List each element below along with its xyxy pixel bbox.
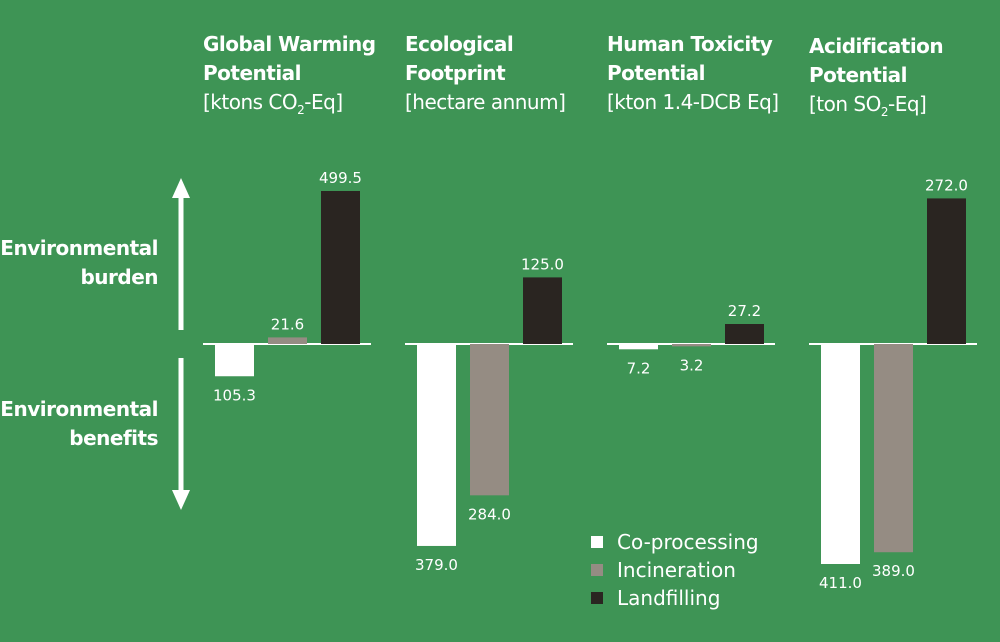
title-line-1: Global Warming — [203, 32, 376, 56]
legend-item: Landfilling — [591, 584, 759, 612]
data-label: 499.5 — [319, 169, 362, 187]
bar-panel: 105.3 21.6 499.5 — [203, 169, 371, 404]
legend-swatch — [591, 592, 603, 604]
title-line-2: Footprint — [405, 61, 506, 85]
bar — [672, 344, 711, 347]
data-label: 7.2 — [627, 359, 651, 377]
legend-item: Incineration — [591, 556, 759, 584]
data-label: 389.0 — [872, 562, 915, 580]
data-label: 21.6 — [271, 315, 304, 333]
bar — [321, 191, 360, 344]
legend-label: Landfilling — [617, 586, 721, 610]
bar — [215, 344, 254, 377]
data-label: 379.0 — [415, 556, 458, 574]
legend-label: Co-processing — [617, 530, 759, 554]
panel-title-ef: Ecological Footprint [hectare annum] — [405, 30, 566, 117]
data-label: 125.0 — [521, 255, 564, 273]
panel-title-ap: Acidification Potential [ton SO2-Eq] — [809, 32, 944, 127]
legend: Co-processing Incineration Landfilling — [591, 528, 759, 612]
panel-title-htp: Human Toxicity Potential [kton 1.4-DCB E… — [607, 30, 779, 117]
bar — [523, 277, 562, 344]
legend-swatch — [591, 564, 603, 576]
bar — [927, 198, 966, 344]
unit-label: [ton SO2-Eq] — [809, 92, 927, 119]
panel-title-gwp: Global Warming Potential [ktons CO2-Eq] — [203, 30, 376, 125]
data-label: 272.0 — [925, 176, 968, 194]
data-label: 27.2 — [728, 302, 761, 320]
bar — [619, 344, 658, 350]
bar — [470, 344, 509, 496]
unit-label: [ktons CO2-Eq] — [203, 90, 343, 117]
bar-panel: 379.0 284.0 125.0 — [405, 255, 573, 574]
bar — [874, 344, 913, 553]
data-label: 3.2 — [680, 356, 704, 374]
title-line-2: Potential — [203, 61, 302, 85]
arrow-up-icon — [172, 178, 190, 330]
bar-panel: 411.0 389.0 272.0 — [809, 176, 977, 592]
unit-label: [hectare annum] — [405, 90, 566, 114]
benefits-label: Environmental benefits — [0, 397, 158, 450]
data-label: 105.3 — [213, 386, 256, 404]
bar — [725, 324, 764, 344]
title-line-1: Human Toxicity — [607, 32, 773, 56]
data-label: 284.0 — [468, 505, 511, 523]
unit-label: [kton 1.4-DCB Eq] — [607, 90, 779, 114]
bar-panel: 7.2 3.2 27.2 — [607, 302, 775, 377]
legend-label: Incineration — [617, 558, 736, 582]
legend-item: Co-processing — [591, 528, 759, 556]
bar — [821, 344, 860, 564]
data-label: 411.0 — [819, 574, 862, 592]
bar — [417, 344, 456, 546]
arrow-down-icon — [172, 358, 190, 510]
title-line-2: Potential — [809, 63, 908, 87]
title-line-2: Potential — [607, 61, 706, 85]
bar — [268, 337, 307, 344]
title-line-1: Ecological — [405, 32, 514, 56]
burden-label: Environmental burden — [0, 236, 158, 289]
title-line-1: Acidification — [809, 34, 944, 58]
legend-swatch — [591, 536, 603, 548]
